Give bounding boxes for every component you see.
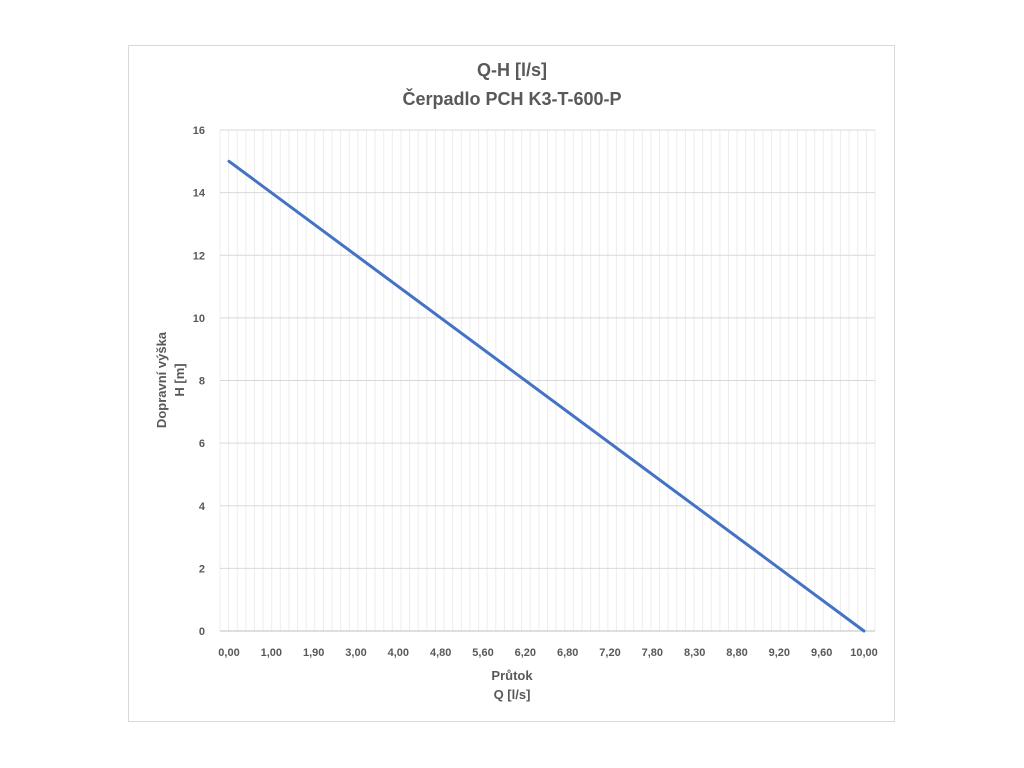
x-tick-label: 6,20 [515, 647, 536, 659]
x-tick-label: 9,60 [811, 647, 832, 659]
x-axis-unit-label: Q [l/s] [493, 687, 531, 702]
chart-area [128, 45, 895, 722]
x-tick-label: 1,90 [303, 647, 324, 659]
x-tick-label: 10,00 [850, 647, 878, 659]
x-axis-label: Průtok [491, 668, 533, 683]
y-tick-label: 10 [193, 313, 205, 325]
x-tick-label: 8,80 [726, 647, 747, 659]
y-tick-label: 6 [199, 438, 205, 450]
y-axis-label-group: Dopravní výška H [m] [153, 270, 189, 490]
chart-title: Q-H [l/s] [477, 60, 547, 80]
y-tick-label: 12 [193, 250, 205, 262]
y-axis-label: Dopravní výška [154, 331, 169, 429]
y-tick-label: 0 [199, 626, 205, 638]
x-tick-label: 1,00 [261, 647, 282, 659]
chart-subtitle: Čerpadlo PCH K3-T-600-P [402, 89, 622, 109]
x-tick-label: 8,30 [684, 647, 705, 659]
y-tick-label: 16 [193, 125, 205, 137]
x-tick-label: 4,00 [388, 647, 409, 659]
series-line [227, 159, 866, 633]
x-tick-label: 7,80 [642, 647, 663, 659]
x-tick-label: 0,00 [218, 647, 239, 659]
y-tick-label: 14 [193, 188, 206, 200]
x-tick-label: 7,20 [599, 647, 620, 659]
x-tick-label: 9,20 [769, 647, 790, 659]
x-tick-label: 3,00 [345, 647, 366, 659]
x-tick-label: 6,80 [557, 647, 578, 659]
x-tick-label: 4,80 [430, 647, 451, 659]
y-axis-unit-label: H [m] [172, 363, 187, 397]
x-tick-label: 5,60 [472, 647, 493, 659]
y-tick-label: 2 [199, 563, 205, 575]
y-tick-label: 4 [199, 501, 206, 513]
y-tick-label: 8 [199, 376, 205, 388]
